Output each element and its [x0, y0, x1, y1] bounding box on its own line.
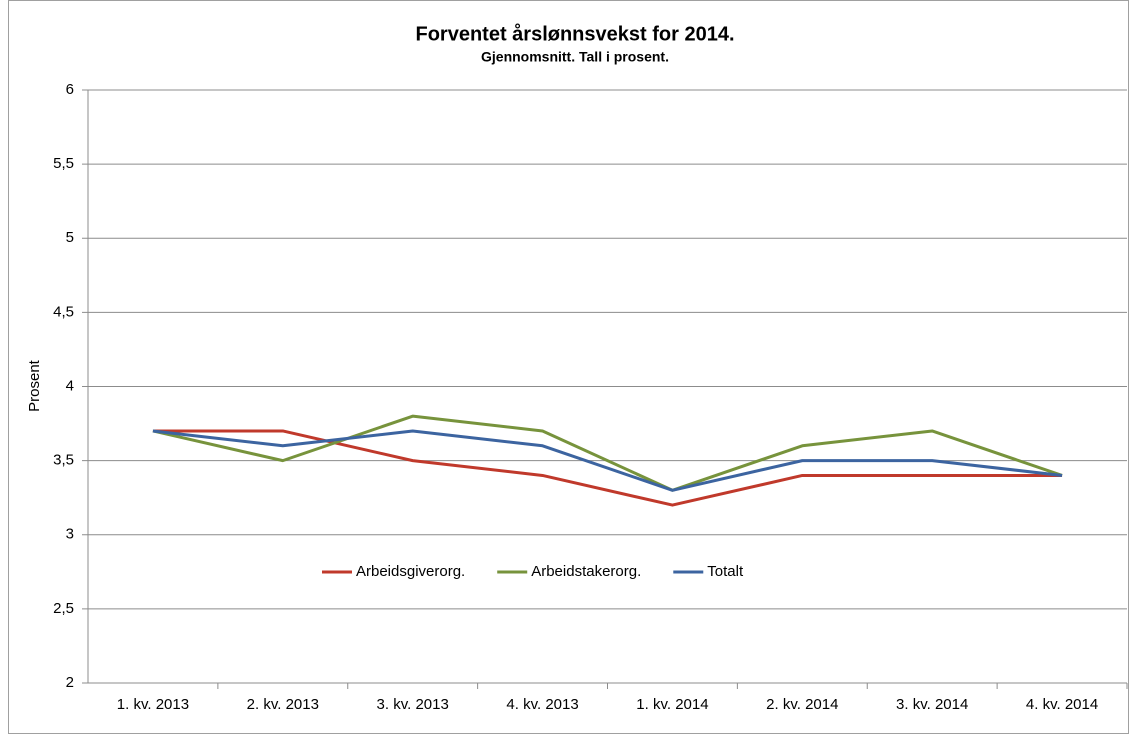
chart-title: Forventet årslønnsvekst for 2014.	[415, 22, 734, 45]
legend-label: Arbeidsgiverorg.	[356, 563, 465, 580]
series-line	[152, 429, 1063, 507]
chart-subtitle: Gjennomsnitt. Tall i prosent.	[481, 49, 669, 65]
x-tick-label: 4. kv. 2013	[506, 696, 578, 713]
y-tick-label: 4	[66, 377, 74, 394]
y-tick-label: 6	[66, 81, 74, 98]
y-tick-label: 3	[66, 526, 74, 543]
y-tick-label: 5	[66, 229, 74, 246]
y-tick-label: 3,5	[53, 452, 74, 469]
x-tick-label: 1. kv. 2013	[117, 696, 189, 713]
legend-label: Arbeidstakerorg.	[531, 563, 641, 580]
x-tick-label: 2. kv. 2013	[247, 696, 319, 713]
series-line	[152, 414, 1063, 492]
legend-label: Totalt	[707, 563, 744, 580]
x-tick-label: 2. kv. 2014	[766, 696, 838, 713]
y-tick-label: 2	[66, 674, 74, 691]
y-tick-label: 2,5	[53, 600, 74, 617]
series-line	[152, 429, 1063, 492]
x-tick-label: 4. kv. 2014	[1026, 696, 1098, 713]
x-tick-label: 1. kv. 2014	[636, 696, 708, 713]
x-tick-label: 3. kv. 2014	[896, 696, 968, 713]
chart-frame	[8, 0, 1129, 734]
x-tick-label: 3. kv. 2013	[377, 696, 449, 713]
y-tick-label: 5,5	[53, 155, 74, 172]
y-axis-label: Prosent	[26, 359, 43, 412]
y-tick-label: 4,5	[53, 303, 74, 320]
